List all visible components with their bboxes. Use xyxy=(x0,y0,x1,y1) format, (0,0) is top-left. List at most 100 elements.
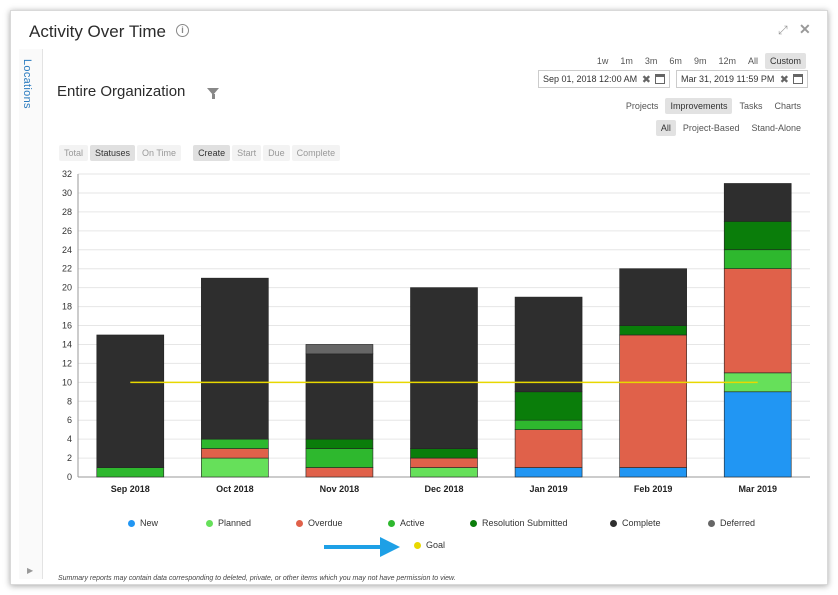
tab-all[interactable]: All xyxy=(655,120,676,136)
tab-create[interactable]: Create xyxy=(193,145,231,161)
tab-custom[interactable]: Custom xyxy=(764,53,806,69)
filter-icon[interactable] xyxy=(207,88,219,99)
bar-segment-overdue[interactable] xyxy=(514,429,583,468)
tab-total[interactable]: Total xyxy=(59,145,89,161)
bar-segment-resolution-submitted[interactable] xyxy=(514,391,583,421)
bar-segment-complete[interactable] xyxy=(723,183,792,222)
y-tick-label: 16 xyxy=(62,321,72,331)
legend-item-goal[interactable]: Goal xyxy=(414,540,445,550)
tab-improvements[interactable]: Improvements xyxy=(665,98,733,114)
date-to-value: Mar 31, 2019 11:59 PM xyxy=(681,74,775,84)
panel-title: Activity Over Time xyxy=(29,22,166,41)
bar-segment-overdue[interactable] xyxy=(410,457,478,468)
bar-segment-resolution-submitted[interactable] xyxy=(305,438,374,449)
expand-icon[interactable]: ⤢ xyxy=(778,23,788,37)
tab-3m[interactable]: 3m xyxy=(644,56,658,66)
tab-all[interactable]: All xyxy=(747,56,758,66)
bar-segment-overdue[interactable] xyxy=(723,268,792,374)
arrow-annotation xyxy=(324,537,400,557)
tab-due[interactable]: Due xyxy=(263,145,290,161)
info-icon[interactable]: i xyxy=(176,24,189,37)
view-tabs: Projects Improvements Tasks Charts xyxy=(621,98,806,114)
tab-start[interactable]: Start xyxy=(232,145,262,161)
locations-side-tab[interactable]: Locations ▶ xyxy=(19,49,43,579)
clear-icon[interactable]: ✖ xyxy=(641,74,651,86)
legend-item-new[interactable]: New xyxy=(128,518,158,528)
close-icon[interactable]: ✕ xyxy=(799,21,811,37)
bar-segment-overdue[interactable] xyxy=(619,334,687,468)
tab-tasks[interactable]: Tasks xyxy=(739,101,763,111)
x-tick-label: Oct 2018 xyxy=(216,484,254,494)
legend-dot xyxy=(414,541,421,549)
legend-item-overdue[interactable]: Overdue xyxy=(296,518,343,528)
bar-segment-resolution-submitted[interactable] xyxy=(619,325,687,336)
y-tick-label: 14 xyxy=(62,339,72,349)
tab-complete[interactable]: Complete xyxy=(291,145,341,161)
date-from-field[interactable]: Sep 01, 2018 12:00 AM ✖ xyxy=(538,70,670,88)
legend-label: New xyxy=(140,518,159,528)
bar-segment-resolution-submitted[interactable] xyxy=(410,448,478,459)
calendar-icon[interactable] xyxy=(793,74,803,84)
bar-segment-complete[interactable] xyxy=(96,334,165,468)
legend-label: Resolution Submitted xyxy=(482,518,568,528)
x-tick-label: Jan 2019 xyxy=(530,484,568,494)
y-tick-label: 28 xyxy=(62,207,72,217)
bar-segment-new[interactable] xyxy=(514,467,583,478)
tab-projects[interactable]: Projects xyxy=(625,101,659,111)
bar-segment-overdue[interactable] xyxy=(305,467,374,478)
range-selector: 1w 1m 3m 6m 9m 12m All Custom xyxy=(592,53,806,69)
y-tick-label: 22 xyxy=(62,264,72,274)
bar-segment-complete[interactable] xyxy=(305,353,374,440)
legend-label: Complete xyxy=(622,518,661,528)
bar-segment-new[interactable] xyxy=(619,467,687,478)
bar-segment-new[interactable] xyxy=(723,391,792,478)
tab-on-time[interactable]: On Time xyxy=(137,145,182,161)
y-tick-label: 12 xyxy=(62,358,72,368)
bar-segment-active[interactable] xyxy=(514,419,583,430)
side-tab-label: Locations xyxy=(21,59,33,109)
calendar-icon[interactable] xyxy=(655,74,665,84)
legend-item-resolution-submitted[interactable]: Resolution Submitted xyxy=(470,518,568,528)
tab-1w[interactable]: 1w xyxy=(596,56,609,66)
tab-statuses[interactable]: Statuses xyxy=(90,145,136,161)
x-tick-label: Nov 2018 xyxy=(320,484,360,494)
y-tick-label: 24 xyxy=(62,245,72,255)
bar-segment-complete[interactable] xyxy=(514,296,583,393)
x-tick-label: Sep 2018 xyxy=(111,484,150,494)
legend-item-deferred[interactable]: Deferred xyxy=(708,518,755,528)
bar-segment-active[interactable] xyxy=(723,249,792,269)
bar-segment-overdue[interactable] xyxy=(201,448,269,459)
tab-stand-alone[interactable]: Stand-Alone xyxy=(751,123,801,133)
bar-segment-active[interactable] xyxy=(201,438,269,449)
legend-item-active[interactable]: Active xyxy=(388,518,425,528)
tab-9m[interactable]: 9m xyxy=(693,56,707,66)
tab-group-gap xyxy=(183,145,191,161)
bar-segment-active[interactable] xyxy=(305,448,374,468)
bar-segment-active[interactable] xyxy=(96,467,165,478)
legend-dot xyxy=(128,519,135,527)
legend-dot xyxy=(388,519,395,527)
legend-item-complete[interactable]: Complete xyxy=(610,518,661,528)
bar-segment-complete[interactable] xyxy=(619,268,687,326)
tab-1m[interactable]: 1m xyxy=(620,56,633,66)
chevron-right-icon[interactable]: ▶ xyxy=(27,566,34,575)
bar-segment-complete[interactable] xyxy=(201,277,269,440)
bar-segment-planned[interactable] xyxy=(201,457,269,478)
y-tick-label: 4 xyxy=(67,434,72,444)
x-tick-label: Dec 2018 xyxy=(424,484,463,494)
date-to-field[interactable]: Mar 31, 2019 11:59 PM ✖ xyxy=(676,70,808,88)
clear-icon[interactable]: ✖ xyxy=(779,74,789,86)
y-tick-label: 18 xyxy=(62,302,72,312)
tab-6m[interactable]: 6m xyxy=(669,56,682,66)
legend-dot xyxy=(470,519,477,527)
legend-item-planned[interactable]: Planned xyxy=(206,518,251,528)
bar-segment-resolution-submitted[interactable] xyxy=(723,221,792,251)
tab-12m[interactable]: 12m xyxy=(718,56,736,66)
bar-segment-deferred[interactable] xyxy=(305,344,374,355)
x-tick-label: Feb 2019 xyxy=(634,484,673,494)
tab-charts[interactable]: Charts xyxy=(774,101,801,111)
bar-segment-planned[interactable] xyxy=(410,467,478,478)
tab-project-based[interactable]: Project-Based xyxy=(682,123,740,133)
legend-dot xyxy=(708,519,715,527)
bar-segment-complete[interactable] xyxy=(410,287,478,449)
